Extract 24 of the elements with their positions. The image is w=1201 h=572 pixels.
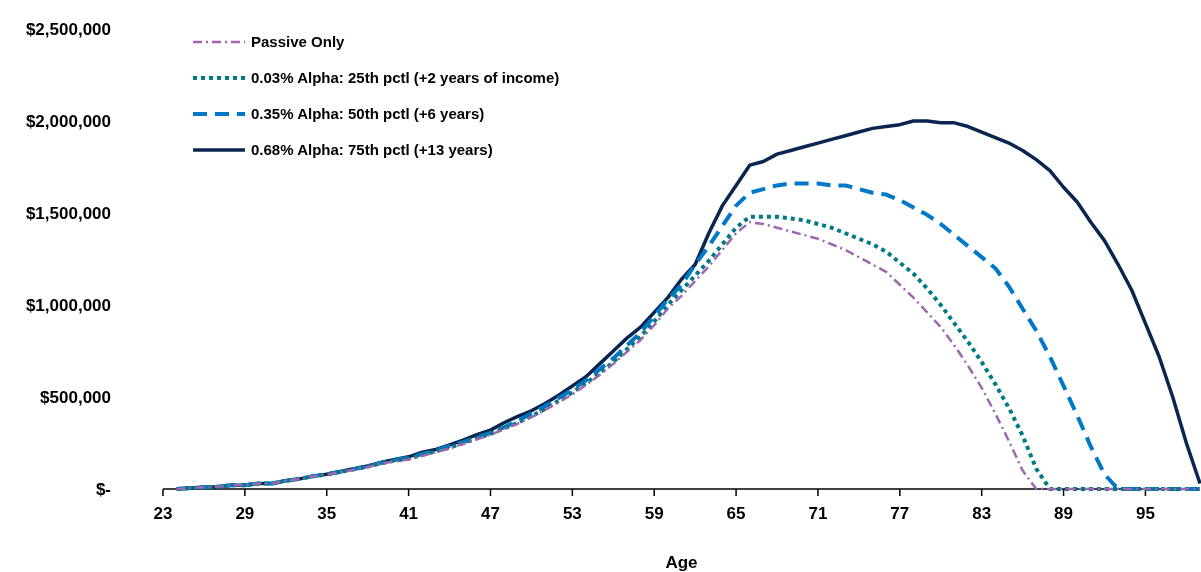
x-tick-label: 29 xyxy=(235,504,255,523)
y-tick-label: $1,000,000 xyxy=(25,296,111,315)
x-tick-label: 47 xyxy=(481,504,500,523)
x-tick-label: 89 xyxy=(1054,504,1074,523)
y-tick-label: $500,000 xyxy=(40,388,111,407)
y-tick-label: $2,500,000 xyxy=(25,20,111,39)
x-tick-label: 65 xyxy=(726,504,746,523)
x-tick-label: 95 xyxy=(1135,504,1155,523)
x-tick-label: 35 xyxy=(317,504,337,523)
legend-label: 0.68% Alpha: 75th pctl (+13 years) xyxy=(251,141,493,158)
x-tick-label: 59 xyxy=(644,504,664,523)
x-tick-label: 23 xyxy=(153,504,173,523)
x-tick-label: 77 xyxy=(890,504,910,523)
legend-label: 0.03% Alpha: 25th pctl (+2 years of income) xyxy=(251,69,560,86)
x-tick-label: 71 xyxy=(808,504,828,523)
x-tick-label: 83 xyxy=(972,504,992,523)
x-axis-title: Age xyxy=(665,553,698,572)
x-tick-label: 41 xyxy=(399,504,419,523)
y-tick-label: $- xyxy=(95,480,111,499)
y-tick-label: $1,500,000 xyxy=(25,204,111,223)
x-tick-label: 53 xyxy=(562,504,582,523)
legend-label: Passive Only xyxy=(251,33,346,50)
y-tick-label: $2,000,000 xyxy=(25,112,111,131)
legend-label: 0.35% Alpha: 50th pctl (+6 years) xyxy=(251,105,485,122)
